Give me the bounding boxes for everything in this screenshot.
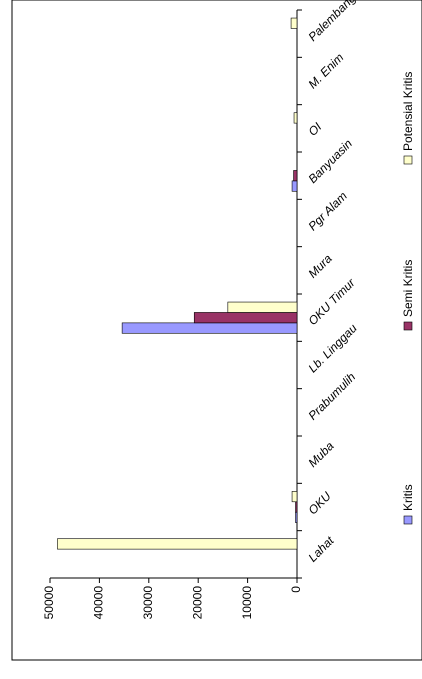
x-tick-label: OKU xyxy=(305,489,334,518)
legend-label: Potensial Kritis xyxy=(401,72,415,151)
legend-label: Semi Kritis xyxy=(401,260,415,317)
y-tick-label: 10000 xyxy=(240,586,254,620)
x-tick-label: Muba xyxy=(305,439,336,470)
legend-label: Kritis xyxy=(401,484,415,511)
y-tick-label: 30000 xyxy=(141,586,155,620)
legend-swatch xyxy=(403,515,413,525)
y-tick-label: 20000 xyxy=(190,586,204,620)
bar xyxy=(227,301,298,313)
legend-swatch xyxy=(403,321,413,331)
x-tick-label: Lb. Linggau xyxy=(305,321,359,375)
x-tick-label: Mura xyxy=(305,251,334,280)
x-tick-label: Prabumulih xyxy=(305,370,358,423)
legend-swatch xyxy=(403,155,413,165)
x-tick-label: Banyuasin xyxy=(305,136,355,186)
chart-border xyxy=(11,0,422,661)
x-tick-label: Palembang xyxy=(305,0,358,44)
bar xyxy=(57,538,298,550)
bar xyxy=(295,501,298,513)
bar xyxy=(295,511,298,523)
bar xyxy=(291,180,298,192)
x-tick-label: OI xyxy=(305,119,324,138)
x-tick-label: Lahat xyxy=(305,533,337,565)
bar xyxy=(121,322,298,334)
y-tick-label: 40000 xyxy=(92,586,106,620)
rotated-chart: 0 10000 20000 30000 40000 50000 Lahat OKU Muba Pr… xyxy=(11,0,422,661)
x-tick-label: Pgr Alam xyxy=(305,189,349,233)
bar xyxy=(293,170,298,182)
bar xyxy=(291,491,298,503)
x-tick-label: M. Enim xyxy=(305,50,346,91)
bar xyxy=(193,312,298,324)
x-tick-label: OKU Timur xyxy=(305,275,358,328)
bar xyxy=(293,112,298,124)
bar xyxy=(290,17,298,29)
y-tick-label: 50000 xyxy=(42,586,56,620)
y-tick-label: 0 xyxy=(289,586,303,593)
